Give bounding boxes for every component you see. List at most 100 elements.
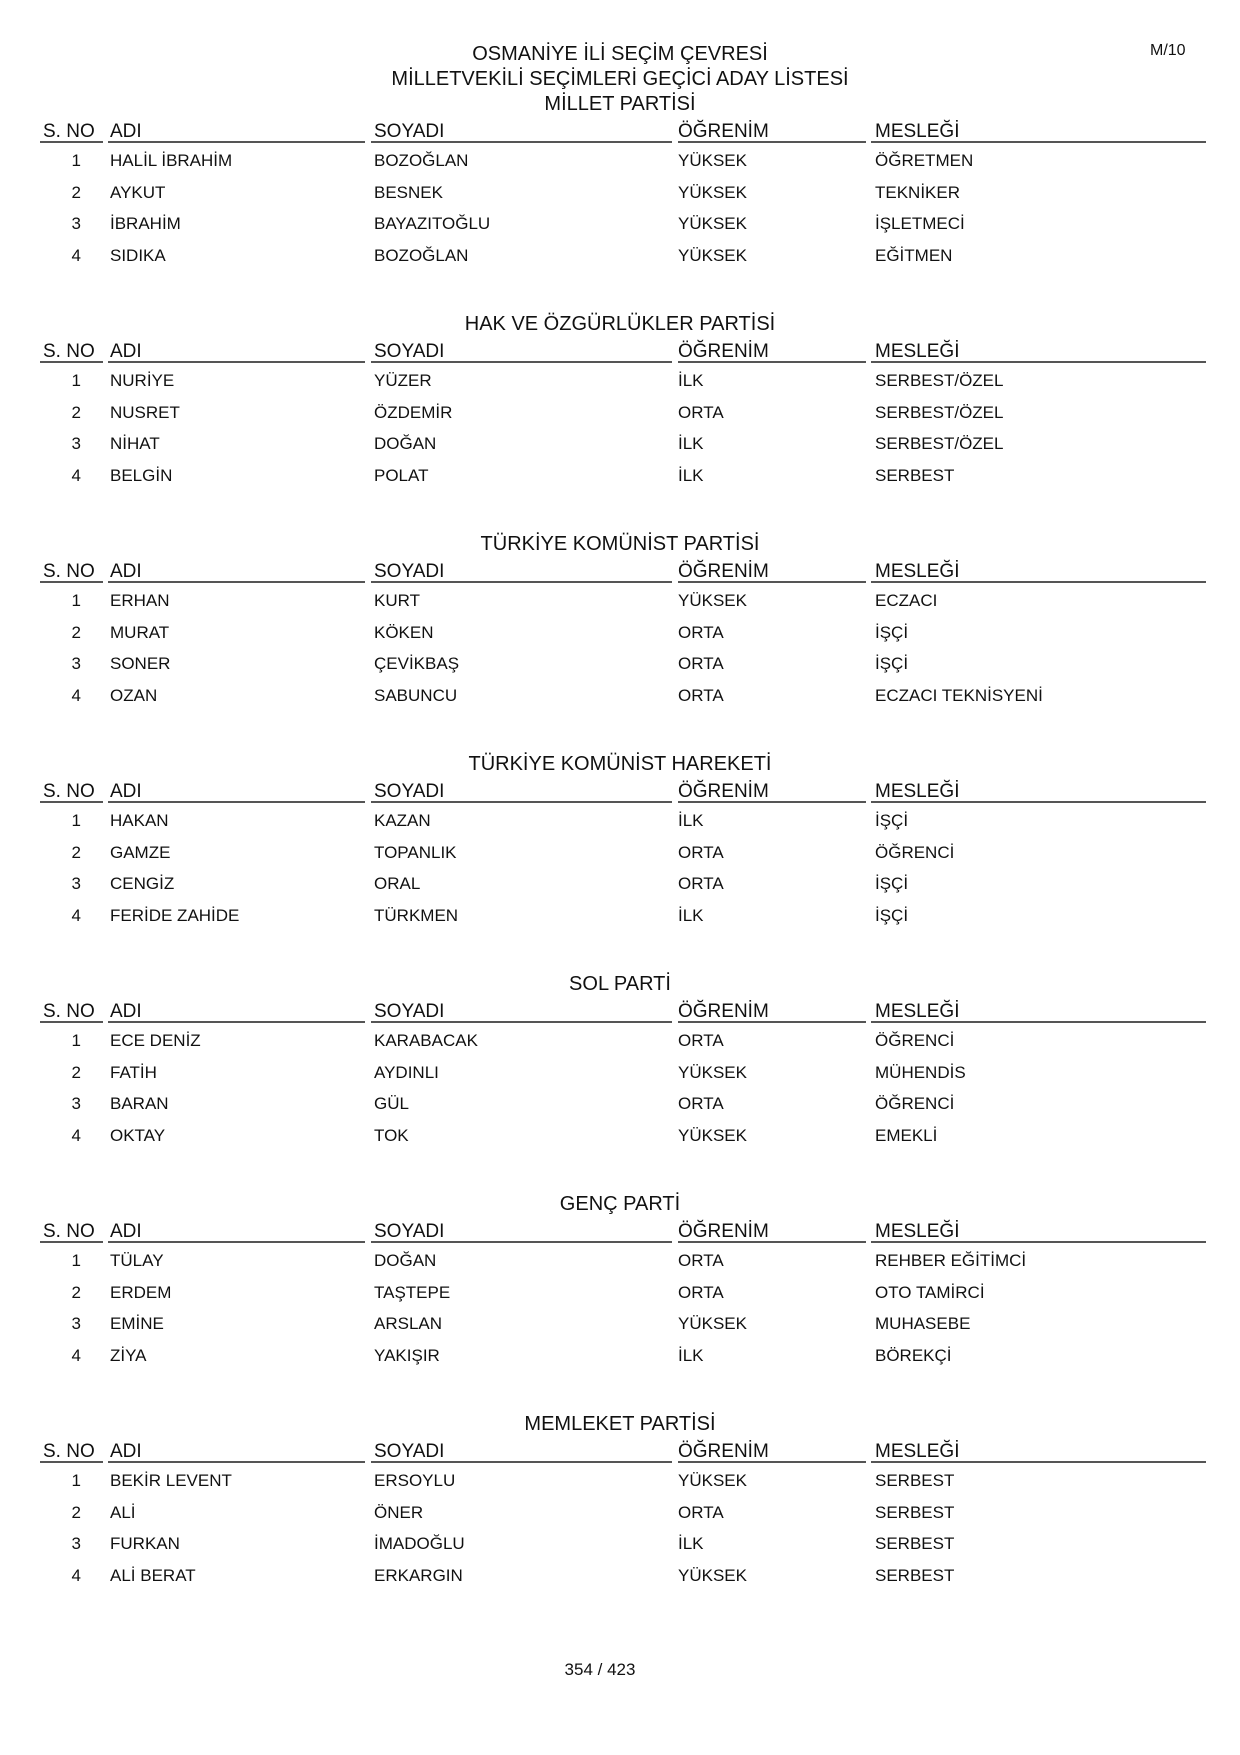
party-name: GENÇ PARTİ <box>559 1193 681 1215</box>
cell-last-name: ÇEVİKBAŞ <box>374 654 460 673</box>
cell-profession: SERBEST <box>875 465 955 485</box>
cell-last-name: KÖKEN <box>374 622 434 642</box>
cell-no: 4 <box>71 1345 81 1365</box>
cell-no: 2 <box>71 842 81 862</box>
cell-no: 2 <box>71 1062 81 1082</box>
column-header-first: ADI <box>110 1221 142 1242</box>
cell-no: 4 <box>71 245 81 265</box>
cell-education: İLK <box>678 811 704 830</box>
party-section: MEMLEKET PARTİSİ S. NO ADI SOYADI ÖĞRENİM MES… <box>0 1413 1240 1633</box>
table-row: 2 MURAT KÖKEN ORTA İŞÇİ <box>0 623 1240 651</box>
cell-profession: SERBEST/ÖZEL <box>875 402 1004 422</box>
table-row: 1 ECE DENİZ KARABACAK ORTA ÖĞRENCİ <box>0 1031 1240 1059</box>
cell-last-name: KAZAN <box>374 811 431 830</box>
document-title-line2: MİLLETVEKİLİ SEÇİMLERİ GEÇİCİ ADAY LİSTE… <box>391 68 849 90</box>
cell-last-name: SABUNCU <box>374 685 458 705</box>
cell-last-name: ERKARGIN <box>374 1565 463 1585</box>
cell-first-name: FATİH <box>110 1062 157 1082</box>
form-code: M/10 <box>1150 42 1186 59</box>
cell-first-name: ERDEM <box>110 1282 172 1302</box>
column-header-job: MESLEĞİ <box>875 341 960 362</box>
header-underline <box>40 1241 103 1243</box>
header-underline <box>678 1021 866 1023</box>
column-header-no: S. NO <box>43 1441 95 1462</box>
cell-education: YÜKSEK <box>678 1314 747 1333</box>
cell-last-name: ÖNER <box>374 1502 424 1522</box>
page-number: 354 / 423 <box>564 1660 636 1679</box>
header-underline <box>108 141 365 143</box>
cell-first-name: TÜLAY <box>110 1251 164 1270</box>
table-row: 4 ZİYA YAKIŞIR İLK BÖREKÇİ <box>0 1346 1240 1374</box>
cell-last-name: KARABACAK <box>374 1031 478 1050</box>
cell-profession: TEKNİKER <box>875 182 961 202</box>
cell-education: YÜKSEK <box>678 1565 747 1585</box>
cell-last-name: YÜZER <box>374 371 432 390</box>
column-header-last: SOYADI <box>374 1001 445 1022</box>
cell-no: 4 <box>71 1125 81 1145</box>
column-header-no: S. NO <box>43 1221 95 1242</box>
cell-first-name: AYKUT <box>110 182 166 202</box>
cell-no: 3 <box>71 214 81 233</box>
cell-education: ORTA <box>678 654 724 673</box>
column-header-edu: ÖĞRENİM <box>678 1001 769 1022</box>
table-row: 3 NİHAT DOĞAN İLK SERBEST/ÖZEL <box>0 434 1240 462</box>
cell-last-name: AYDINLI <box>374 1062 439 1082</box>
party-section: TÜRKİYE KOMÜNİST PARTİSİ S. NO ADI SOYADI ÖĞ… <box>0 533 1240 753</box>
cell-first-name: ZİYA <box>110 1345 147 1365</box>
cell-education: ORTA <box>678 1502 724 1522</box>
header-underline <box>108 581 365 583</box>
cell-first-name: ALİ <box>110 1502 136 1522</box>
cell-education: YÜKSEK <box>678 151 747 170</box>
cell-education: YÜKSEK <box>678 182 747 202</box>
table-row: 4 OKTAY TOK YÜKSEK EMEKLİ <box>0 1126 1240 1154</box>
table-row: 3 SONER ÇEVİKBAŞ ORTA İŞÇİ <box>0 654 1240 682</box>
cell-education: ORTA <box>678 1282 724 1302</box>
cell-education: ORTA <box>678 842 724 862</box>
header-underline <box>871 141 1206 143</box>
cell-education: İLK <box>678 905 704 925</box>
header-underline <box>40 361 103 363</box>
cell-profession: MUHASEBE <box>875 1314 971 1333</box>
column-header-edu: ÖĞRENİM <box>678 1221 769 1242</box>
cell-no: 1 <box>71 591 81 610</box>
column-header-no: S. NO <box>43 1001 95 1022</box>
table-row: 1 BEKİR LEVENT ERSOYLU YÜKSEK SERBEST <box>0 1471 1240 1499</box>
cell-education: ORTA <box>678 1094 724 1113</box>
cell-no: 3 <box>71 1094 81 1113</box>
table-row: 3 İBRAHİM BAYAZITOĞLU YÜKSEK İŞLETMECİ <box>0 214 1240 242</box>
table-row: 2 GAMZE TOPANLIK ORTA ÖĞRENCİ <box>0 843 1240 871</box>
cell-profession: İŞÇİ <box>875 654 909 673</box>
cell-education: ORTA <box>678 622 724 642</box>
table-row: 2 NUSRET ÖZDEMİR ORTA SERBEST/ÖZEL <box>0 403 1240 431</box>
column-header-edu: ÖĞRENİM <box>678 781 769 802</box>
cell-first-name: NUSRET <box>110 402 180 422</box>
column-header-last: SOYADI <box>374 781 445 802</box>
column-header-no: S. NO <box>43 341 95 362</box>
table-row: 3 FURKAN İMADOĞLU İLK SERBEST <box>0 1534 1240 1562</box>
cell-profession: ÖĞRENCİ <box>875 842 955 862</box>
cell-profession: ÖĞRENCİ <box>875 1031 955 1050</box>
cell-profession: EĞİTMEN <box>875 245 953 265</box>
cell-first-name: BARAN <box>110 1094 169 1113</box>
party-section: HAK VE ÖZGÜRLÜKLER PARTİSİ S. NO ADI SOYADI… <box>0 313 1240 533</box>
cell-education: ORTA <box>678 1251 724 1270</box>
cell-profession: SERBEST <box>875 1471 955 1490</box>
column-header-first: ADI <box>110 1001 142 1022</box>
cell-first-name: İBRAHİM <box>110 214 181 233</box>
cell-first-name: OKTAY <box>110 1125 166 1145</box>
table-row: 1 TÜLAY DOĞAN ORTA REHBER EĞİTİMCİ <box>0 1251 1240 1279</box>
header-underline <box>108 1241 365 1243</box>
header-underline <box>678 801 866 803</box>
cell-last-name: GÜL <box>374 1094 409 1113</box>
header-underline <box>108 361 365 363</box>
cell-last-name: POLAT <box>374 465 429 485</box>
cell-profession: MÜHENDİS <box>875 1062 966 1082</box>
cell-no: 1 <box>71 811 81 830</box>
cell-education: İLK <box>678 1534 704 1553</box>
party-section: SOL PARTİ S. NO ADI SOYADI ÖĞRENİM MESLEĞİ 1 … <box>0 973 1240 1193</box>
cell-profession: OTO TAMİRCİ <box>875 1282 985 1302</box>
cell-last-name: TOK <box>374 1125 409 1145</box>
cell-first-name: NURİYE <box>110 371 175 390</box>
cell-no: 2 <box>71 182 81 202</box>
cell-no: 1 <box>71 151 81 170</box>
